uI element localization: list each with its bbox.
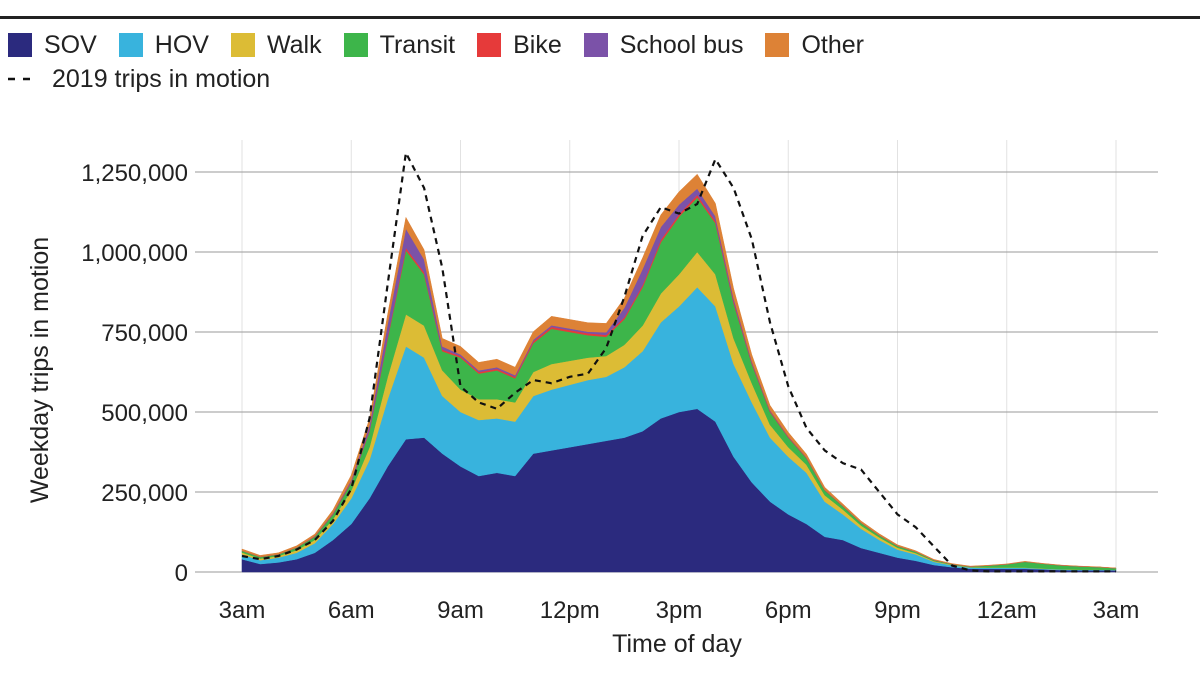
legend-swatch: [765, 33, 790, 57]
legend-swatch: [477, 33, 502, 57]
y-axis: 0 250,000 500,000 750,000 1,000,000 1,250,000: [81, 160, 188, 587]
legend-swatch: [230, 33, 255, 57]
legend-swatch: [8, 33, 32, 57]
x-tick-label: 9am: [437, 597, 484, 624]
y-tick-label: 0: [175, 560, 188, 587]
legend-label: Bike: [513, 31, 562, 59]
legend-row-modes: SOV HOV Walk Transit Bike School bus Other: [8, 28, 1188, 62]
legend-swatch: [583, 33, 608, 57]
legend-swatch: [343, 33, 368, 57]
legend-item-other: Other: [765, 30, 864, 60]
legend-label: HOV: [154, 31, 209, 59]
legend-item-walk: Walk: [230, 30, 322, 60]
reference-line-2019: [241, 149, 1116, 573]
y-tick-label: 500,000: [101, 400, 188, 427]
x-tick-label: 6pm: [765, 597, 812, 624]
dashed-line-swatch: [8, 77, 34, 81]
legend-item-sov: SOV: [8, 30, 97, 60]
x-tick-label: 3am: [219, 597, 266, 624]
x-tick-label: 12pm: [540, 597, 600, 624]
legend-label: School bus: [619, 31, 744, 59]
area-series-other: [241, 173, 1117, 569]
x-tick-label: 12am: [977, 597, 1037, 624]
y-axis-title: Weekday trips in motion: [26, 237, 54, 503]
legend-label: SOV: [44, 31, 97, 59]
x-tick-label: 3am: [1093, 597, 1140, 624]
legend: SOV HOV Walk Transit Bike School bus Other 201…: [8, 28, 1188, 96]
y-tick-label: 750,000: [101, 320, 188, 347]
legend-label-2019: 2019 trips in motion: [52, 65, 271, 93]
reference-line-group: [241, 149, 1116, 573]
legend-label: Transit: [379, 31, 456, 59]
y-tick-label: 1,000,000: [81, 240, 188, 267]
y-tick-label: 1,250,000: [81, 160, 188, 187]
legend-item-school-bus: School bus: [583, 30, 744, 60]
legend-item-transit: Transit: [343, 30, 456, 60]
x-axis: 3am 6am 9am 12pm 3pm 6pm 9pm 12am 3am: [219, 597, 1140, 624]
legend-swatch: [118, 33, 143, 57]
x-tick-label: 9pm: [874, 597, 921, 624]
legend-label: Walk: [266, 31, 322, 59]
x-tick-label: 3pm: [656, 597, 703, 624]
top-rule: [0, 16, 1200, 19]
legend-row-reference: 2019 trips in motion: [8, 62, 1188, 96]
stacked-areas: [241, 173, 1117, 573]
x-axis-title: Time of day: [612, 630, 742, 658]
y-tick-label: 250,000: [101, 480, 188, 507]
x-tick-label: 6am: [328, 597, 375, 624]
legend-item-bike: Bike: [477, 30, 562, 60]
legend-item-hov: HOV: [118, 30, 209, 60]
legend-label: Other: [801, 31, 864, 59]
